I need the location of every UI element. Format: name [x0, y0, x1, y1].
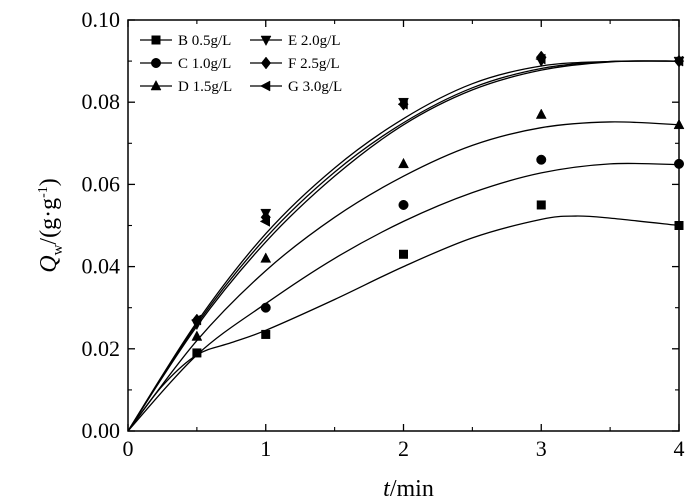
legend-marker-triangle-down	[260, 35, 272, 47]
fit-curve-2	[127, 162, 680, 432]
data-point-triangle-up	[398, 157, 409, 169]
y-tick-label: 0.02	[82, 336, 121, 361]
legend-label: E 2.0g/L	[288, 33, 341, 49]
data-point-triangle-up	[260, 252, 272, 263]
legend-label: F 2.5g/L	[288, 56, 340, 72]
y-axis-unit: /(g·g	[36, 198, 62, 245]
data-point-square	[192, 348, 202, 358]
data-point-triangle-left	[535, 53, 546, 65]
x-tick-label: 3	[536, 436, 547, 461]
data-point-triangle-left	[190, 314, 202, 326]
legend-label: C 1.0g/L	[178, 56, 231, 72]
fit-curves	[127, 60, 680, 432]
data-point-triangle-left	[397, 98, 408, 110]
legend-marker-triangle-left	[259, 80, 271, 92]
data-point-square	[536, 200, 546, 210]
x-tick-label: 0	[123, 436, 134, 461]
y-tick-label: 0.08	[82, 89, 121, 114]
legend-label: D 1.5g/L	[178, 79, 232, 95]
fit-curve-4	[127, 60, 680, 432]
x-tick-label: 4	[674, 436, 685, 461]
fit-curve-1	[127, 215, 680, 432]
fit-curve-5	[127, 60, 680, 432]
data-point-triangle-up	[535, 108, 547, 119]
legend-marker-square	[151, 35, 161, 45]
legend-label: G 3.0g/L	[288, 79, 342, 95]
y-axis-superscript: -1	[36, 186, 51, 198]
plot-frame	[127, 19, 680, 432]
data-point-triangle-up	[191, 330, 203, 341]
y-axis-close: )	[36, 178, 62, 186]
data-point-circle	[398, 199, 409, 210]
tick-labels: 0 1 2 3 4 0.00 0.02 0.04 0.06 0.08 0.10	[82, 7, 685, 461]
data-points	[190, 50, 685, 358]
data-point-square	[261, 329, 271, 339]
fit-curve-3	[127, 121, 680, 432]
legend-marker-triangle-up	[150, 79, 162, 91]
y-tick-label: 0.06	[82, 171, 121, 196]
legend-marker-circle	[151, 58, 161, 68]
x-axis-unit: /min	[390, 476, 434, 502]
legend-marker-diamond	[260, 56, 272, 70]
fit-curve-6	[127, 60, 680, 432]
y-axis-label: Qw/(g·g-1)	[36, 178, 66, 273]
legend-label: B 0.5g/L	[178, 33, 231, 49]
legend: B 0.5g/L C 1.0g/L D 1.5g/L E 2.0g/L F 2.5g/L…	[140, 33, 342, 95]
y-tick-label: 0.10	[82, 7, 121, 32]
y-axis-variable: Q	[36, 255, 62, 272]
data-point-square	[399, 249, 408, 259]
data-point-circle	[260, 302, 271, 313]
x-axis-variable: t	[383, 476, 391, 502]
y-tick-label: 0.04	[82, 254, 121, 279]
data-point-circle	[536, 154, 547, 165]
y-axis-subscript: w	[50, 244, 66, 255]
x-tick-label: 1	[260, 436, 271, 461]
data-point-triangle-left	[259, 215, 270, 227]
x-tick-label: 2	[398, 436, 409, 461]
x-axis-label: t/min	[383, 476, 434, 502]
y-tick-label: 0.00	[82, 418, 121, 443]
